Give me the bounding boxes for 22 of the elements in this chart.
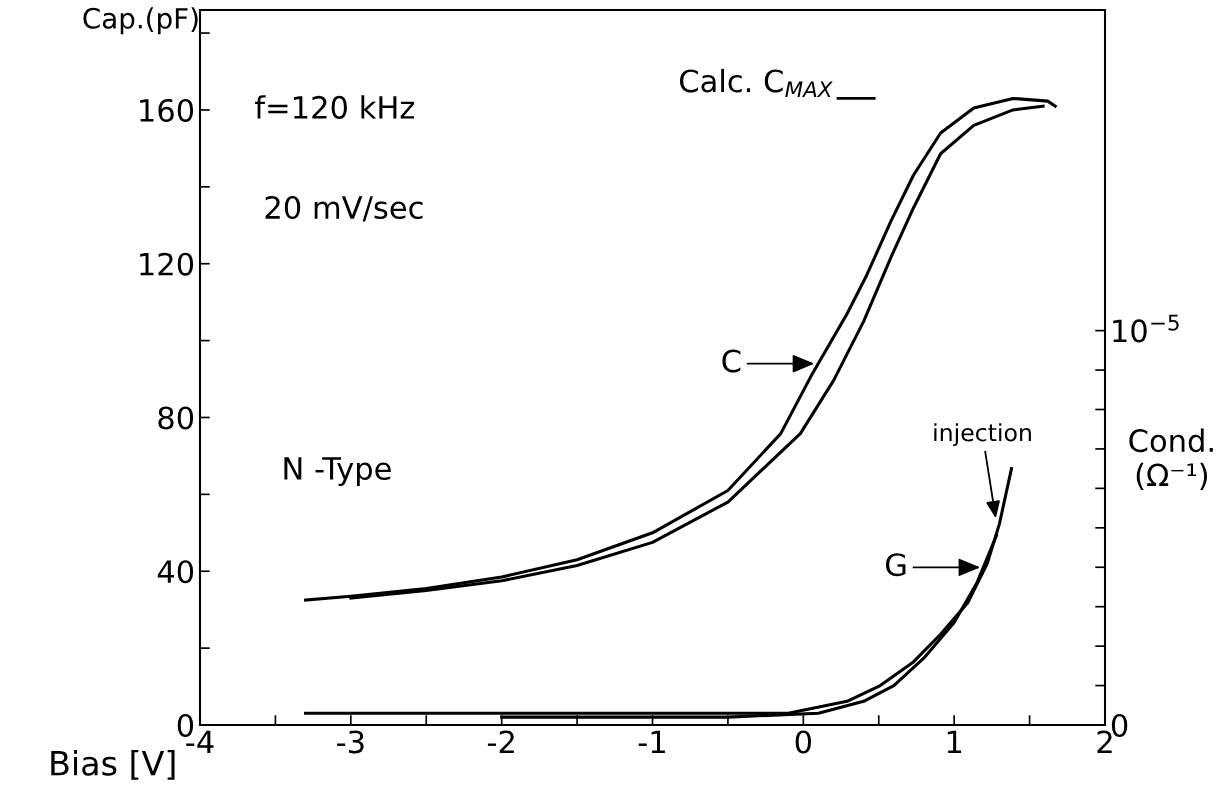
y-tick-label: 80: [158, 406, 194, 430]
x-tick-label: 2: [1097, 730, 1112, 754]
x-tick-label: -2: [487, 730, 514, 754]
annotation: N -Type: [284, 457, 391, 486]
annotation: 20 mV/sec: [265, 195, 423, 222]
ref-line-label: Calc. C$_{MAX}$: [679, 68, 833, 98]
annotation: G: [885, 553, 906, 577]
y2-tick-label: 10$^{−5}$: [1113, 314, 1179, 343]
annotation: C: [722, 349, 741, 373]
y2-tick-label: 0: [1111, 713, 1128, 738]
x-tick-label: 1: [947, 730, 962, 754]
x-axis-title: Bias [V]: [51, 750, 175, 780]
x-tick-label: -3: [337, 730, 364, 754]
y-tick-label: 40: [157, 560, 194, 584]
annotation: injection: [934, 423, 1031, 447]
x-tick-label: -1: [638, 730, 665, 754]
y-tick-label: 160: [140, 98, 194, 122]
y-tick-label: 120: [140, 252, 194, 276]
annotation: f=120 kHz: [255, 95, 415, 119]
y-axis-title: Cap.(pF): [83, 7, 198, 35]
x-tick-label: 0: [795, 730, 812, 754]
y2-axis-title: Cond. (Ω⁻¹): [1129, 428, 1213, 491]
